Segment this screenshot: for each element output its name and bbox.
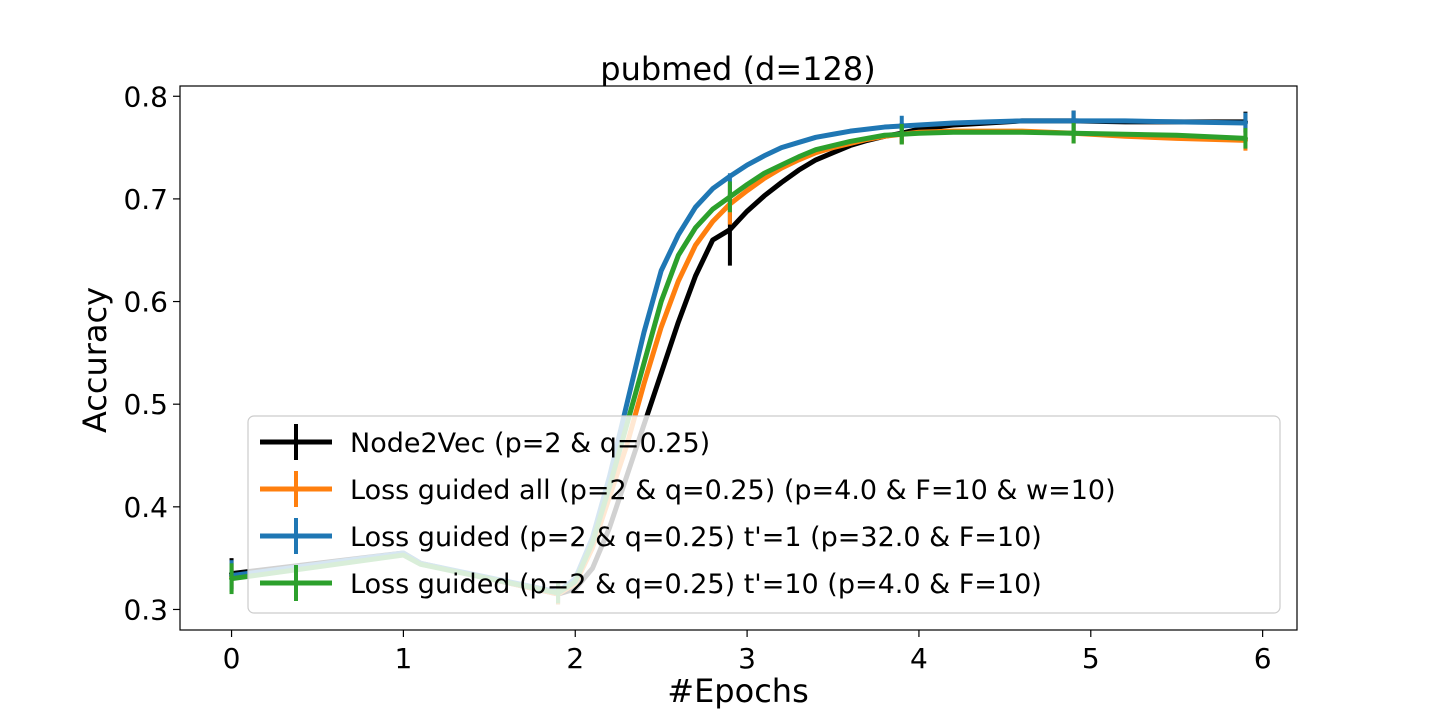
x-tick-label: 3 [738,642,756,675]
x-tick-label: 1 [394,642,412,675]
legend: Node2Vec (p=2 & q=0.25) Loss guided all (… [247,415,1281,614]
legend-box [247,415,1281,614]
y-tick-label: 0.7 [123,183,168,216]
x-tick-label: 2 [566,642,584,675]
x-tick-label: 4 [910,642,928,675]
chart-title: pubmed (d=128) [600,50,875,88]
x-tick-label: 6 [1254,642,1272,675]
legend-entry-label: Loss guided all (p=2 & q=0.25) (p=4.0 & … [350,475,1116,506]
y-tick-label: 0.4 [123,491,168,524]
x-axis-label: #Epochs [667,672,808,710]
y-axis-label: Accuracy [76,287,114,433]
y-tick-label: 0.8 [123,80,168,113]
y-tick-label: 0.3 [123,593,168,626]
y-tick-label: 0.5 [123,388,168,421]
legend-entry-label: Node2Vec (p=2 & q=0.25) [350,428,710,459]
legend-entry-label: Loss guided (p=2 & q=0.25) t'=10 (p=4.0 … [350,569,1042,600]
x-tick-label: 5 [1082,642,1100,675]
legend-entry-label: Loss guided (p=2 & q=0.25) t'=1 (p=32.0 … [350,522,1042,553]
y-tick-label: 0.6 [123,286,168,319]
x-tick-label: 0 [223,642,241,675]
plot-frame [179,85,1298,631]
